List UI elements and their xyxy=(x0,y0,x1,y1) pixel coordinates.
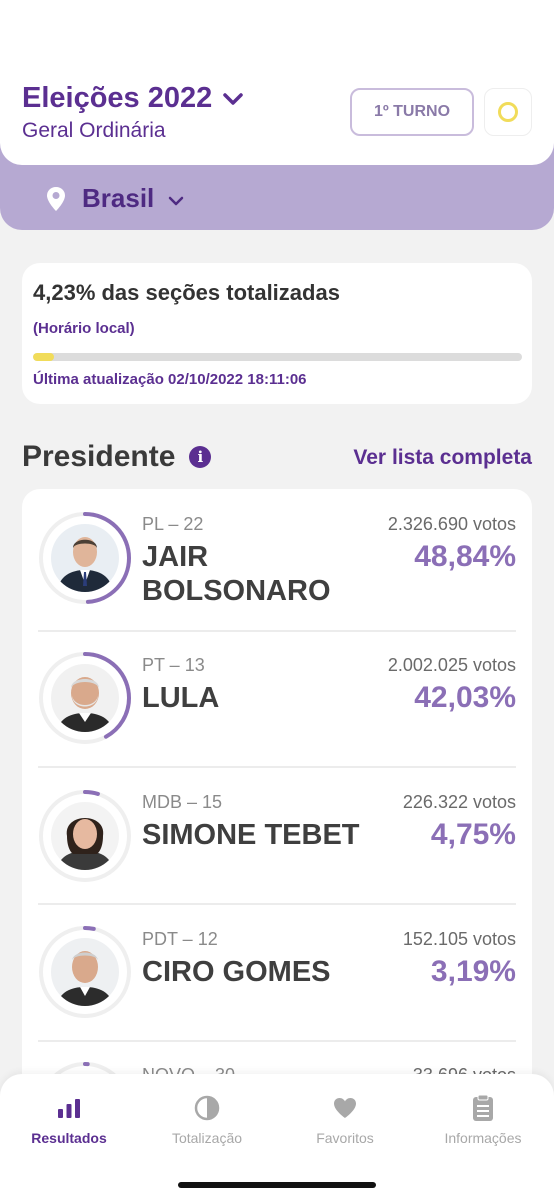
candidate-photo xyxy=(51,802,119,870)
status-button[interactable] xyxy=(484,88,532,136)
last-update: Última atualização 02/10/2022 18:11:06 xyxy=(33,371,307,388)
divider xyxy=(38,903,516,905)
candidate-votes: 226.322 votos xyxy=(402,792,516,812)
tab-label: Informações xyxy=(444,1130,522,1146)
candidate-avatar[interactable] xyxy=(38,789,132,883)
app-header: Eleições 2022 Geral Ordinária 1º TURNO xyxy=(0,0,554,165)
candidate-percentage: 3,19% xyxy=(430,955,516,988)
progress-title: 4,23% das seções totalizadas xyxy=(33,280,340,305)
candidate-party: PL – 22 xyxy=(142,514,204,534)
tab-totalizacao[interactable]: Totalização xyxy=(138,1094,276,1146)
vote-share-ring xyxy=(39,790,131,882)
candidate-percentage: 42,03% xyxy=(414,681,516,714)
home-indicator xyxy=(178,1182,376,1188)
chevron-down-icon xyxy=(169,196,184,205)
candidate-votes: 152.105 votos xyxy=(402,929,516,949)
location-name: Brasil xyxy=(82,183,155,213)
candidate-name: CIRO GOMES xyxy=(142,956,331,988)
candidate-photo xyxy=(51,938,119,1006)
heart-icon xyxy=(334,1098,356,1118)
divider xyxy=(38,630,516,632)
election-title: Eleições 2022 xyxy=(22,82,213,114)
candidate-party: PDT – 12 xyxy=(142,929,218,949)
progress-card: 4,23% das seções totalizadas (Horário lo… xyxy=(22,263,532,404)
chevron-down-icon xyxy=(223,92,244,105)
candidate-party: MDB – 15 xyxy=(142,792,223,812)
candidate-name: LULA xyxy=(142,682,220,714)
tab-favoritos[interactable]: Favoritos xyxy=(276,1094,414,1146)
candidate-percentage: 4,75% xyxy=(430,818,516,851)
candidate-votes: 2.002.025 votos xyxy=(387,655,516,675)
divider xyxy=(38,766,516,768)
progress-bar-fill xyxy=(33,353,54,361)
tab-label: Favoritos xyxy=(316,1130,374,1146)
candidates-card: PL – 22 JAIR BOLSONARO 2.326.690 votos 4… xyxy=(22,489,532,1129)
candidate-avatar[interactable] xyxy=(38,511,132,605)
candidate-photo xyxy=(51,524,119,592)
vote-share-ring xyxy=(39,512,131,604)
location-selector[interactable]: Brasil xyxy=(46,183,184,214)
tab-resultados[interactable]: Resultados xyxy=(0,1094,138,1146)
local-time-label: (Horário local) xyxy=(33,320,135,337)
bar-chart-icon xyxy=(58,1099,80,1118)
location-pin-icon xyxy=(47,186,65,211)
tab-label: Resultados xyxy=(31,1130,107,1146)
section-title-text: Presidente xyxy=(22,440,176,473)
vote-share-ring xyxy=(39,926,131,1018)
candidate-name: SIMONE TEBET xyxy=(142,819,360,851)
bottom-tab-bar: Resultados Totalização Favoritos Informa… xyxy=(0,1074,554,1200)
candidate-name: JAIR xyxy=(142,541,209,573)
election-subtitle: Geral Ordinária xyxy=(22,119,166,142)
candidate-avatar[interactable] xyxy=(38,651,132,745)
pie-icon xyxy=(194,1095,220,1121)
candidate-name-line2: BOLSONARO xyxy=(142,575,331,607)
turno-button[interactable]: 1º TURNO xyxy=(350,88,474,136)
divider xyxy=(38,1040,516,1042)
vote-share-ring xyxy=(39,652,131,744)
clipboard-icon xyxy=(473,1094,493,1121)
info-icon[interactable]: i xyxy=(189,446,212,468)
tab-label: Totalização xyxy=(171,1130,243,1146)
section-title: Presidente i xyxy=(22,440,212,474)
progress-bar xyxy=(33,353,522,361)
candidate-party: PT – 13 xyxy=(142,655,205,675)
election-selector[interactable]: Eleições 2022 xyxy=(22,82,244,115)
candidate-photo xyxy=(51,664,119,732)
status-ring-icon xyxy=(498,102,518,122)
tab-informacoes[interactable]: Informações xyxy=(414,1094,552,1146)
see-full-list-link[interactable]: Ver lista completa xyxy=(353,446,532,469)
candidate-avatar[interactable] xyxy=(38,925,132,1019)
candidate-votes: 2.326.690 votos xyxy=(387,514,516,534)
candidate-percentage: 48,84% xyxy=(414,540,516,573)
